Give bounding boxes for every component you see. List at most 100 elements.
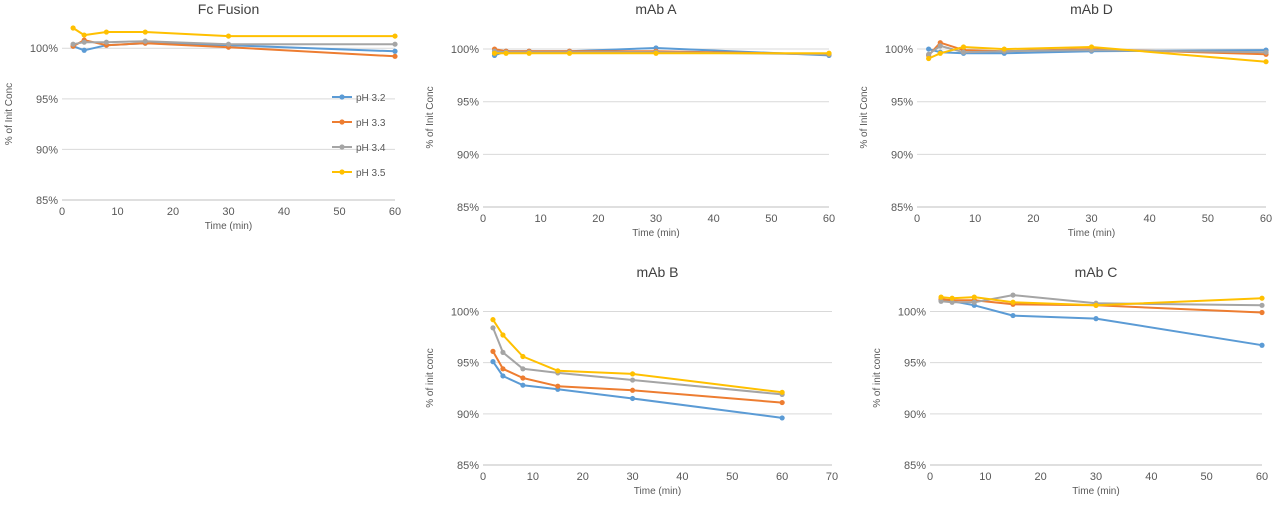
y-axis-label: % of init conc <box>872 348 883 407</box>
data-point <box>938 298 944 304</box>
chart-title: mAb A <box>635 1 677 17</box>
data-point <box>103 29 109 35</box>
x-tick-label: 50 <box>765 213 777 225</box>
y-tick-label: 100% <box>885 44 913 56</box>
x-axis-label: Time (min) <box>1068 228 1115 239</box>
y-axis-label: % of init conc <box>425 348 436 407</box>
data-point <box>490 325 496 331</box>
x-tick-label: 20 <box>592 213 604 225</box>
y-axis-label: % of Init Conc <box>4 83 15 145</box>
x-tick-label: 20 <box>167 206 179 218</box>
x-axis-label: Time (min) <box>1072 486 1119 497</box>
x-tick-label: 10 <box>535 213 547 225</box>
x-tick-label: 0 <box>927 471 933 483</box>
x-tick-label: 30 <box>1085 213 1097 225</box>
series-ph-3-5 <box>926 44 1269 65</box>
x-tick-label: 20 <box>1027 213 1039 225</box>
series-line <box>492 319 783 394</box>
series-line <box>492 361 783 419</box>
series-ph-3-4 <box>70 38 398 47</box>
data-point <box>491 50 498 56</box>
data-point <box>520 353 526 360</box>
x-tick-label: 10 <box>979 471 991 483</box>
data-point <box>490 359 496 365</box>
y-tick-label: 85% <box>891 202 913 214</box>
x-axis-label: Time (min) <box>205 221 252 232</box>
data-point <box>520 382 526 388</box>
data-point <box>629 387 636 393</box>
data-point <box>949 295 955 301</box>
y-tick-label: 95% <box>891 97 913 109</box>
data-point <box>490 348 496 354</box>
data-point <box>937 43 943 49</box>
data-point <box>629 371 636 377</box>
y-tick-label: 90% <box>904 409 926 421</box>
x-tick-label: 60 <box>1260 213 1272 225</box>
data-point <box>971 299 977 305</box>
x-tick-label: 10 <box>527 471 539 483</box>
data-point <box>392 48 398 54</box>
legend-item: pH 3.4 <box>332 143 386 154</box>
legend-marker <box>339 169 345 175</box>
x-tick-label: 60 <box>389 206 401 218</box>
chart-title: mAb D <box>1070 1 1113 17</box>
data-point <box>70 25 76 31</box>
data-point <box>1088 44 1095 50</box>
y-tick-label: 85% <box>904 460 926 472</box>
data-point <box>1010 299 1016 305</box>
data-point <box>503 50 509 56</box>
x-tick-label: 0 <box>480 471 486 483</box>
x-tick-label: 10 <box>111 206 123 218</box>
x-tick-label: 60 <box>823 213 835 225</box>
data-point <box>971 294 977 300</box>
data-point <box>960 44 967 50</box>
series-line <box>941 299 1263 347</box>
x-tick-label: 30 <box>650 213 662 225</box>
series-ph-3-3 <box>490 348 785 406</box>
data-point <box>392 33 398 39</box>
data-point <box>1259 295 1265 301</box>
data-point <box>1259 342 1265 348</box>
x-tick-label: 10 <box>969 213 981 225</box>
x-axis-label: Time (min) <box>634 486 681 497</box>
x-tick-label: 40 <box>676 471 688 483</box>
y-tick-label: 100% <box>898 306 926 318</box>
data-point <box>629 395 636 402</box>
data-point <box>392 41 398 47</box>
y-tick-label: 85% <box>457 460 479 472</box>
data-point <box>500 349 506 356</box>
data-point <box>1010 312 1016 319</box>
data-point <box>1093 302 1099 308</box>
y-tick-label: 95% <box>904 358 926 370</box>
series-ph-3-5 <box>938 294 1265 308</box>
data-point <box>1010 292 1016 298</box>
data-point <box>1093 316 1099 322</box>
data-point <box>142 38 148 44</box>
data-point <box>225 41 232 47</box>
x-tick-label: 40 <box>708 213 720 225</box>
y-axis-label: % of Init Conc <box>859 86 870 148</box>
legend-label: pH 3.4 <box>356 143 386 154</box>
legend-item: pH 3.3 <box>332 118 386 129</box>
series-ph-3-5 <box>70 25 398 39</box>
x-axis-label: Time (min) <box>632 228 679 239</box>
data-point <box>926 51 932 57</box>
data-point <box>960 49 967 55</box>
x-tick-label: 0 <box>914 213 920 225</box>
legend-item: pH 3.5 <box>332 168 386 179</box>
data-point <box>949 299 955 305</box>
data-point <box>103 39 109 45</box>
chart-panel-mab-a: mAb A 85% 90% 95% 100% 0 10 20 30 40 50 60 Time (min… <box>425 1 835 239</box>
y-tick-label: 85% <box>457 202 479 214</box>
data-point <box>520 366 526 372</box>
data-point <box>779 415 785 421</box>
chart-panel-mab-b: mAb B 85% 90% 95% 100% 0 10 20 30 40 50 60 70 Time (m… <box>425 264 838 497</box>
legend-label: pH 3.3 <box>356 118 386 129</box>
x-tick-label: 70 <box>826 471 838 483</box>
chart-panel-mab-c: mAb C 85% 90% 95% 100% 0 10 20 30 40 50 60 Time (min… <box>872 264 1268 497</box>
data-point <box>142 29 148 35</box>
data-point <box>1001 46 1007 52</box>
series-line <box>492 327 783 396</box>
y-axis-label: % of Init Conc <box>425 86 436 148</box>
